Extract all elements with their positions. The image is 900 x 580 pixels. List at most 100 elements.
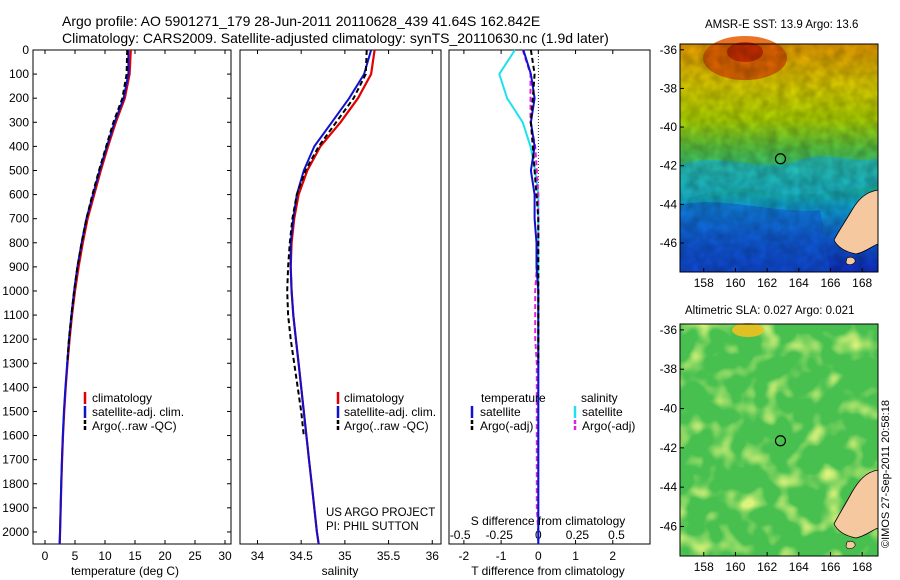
- depth-tick-label: 700: [9, 212, 29, 226]
- difference-panel: -2 -1 0 1 2-0.5 -0.25 0 0.25 0.5 S difference fr…: [448, 49, 651, 578]
- depth-tick-label: 300: [9, 115, 29, 129]
- depth-tick-label: 1700: [2, 453, 29, 467]
- x-tick-label: 5: [72, 549, 79, 563]
- salinity-diff-tick-label: 0.5: [608, 528, 625, 542]
- temperature-argo-diff-line: [529, 49, 540, 364]
- salinity-series: [286, 49, 376, 545]
- lat-tick-label: -40: [660, 120, 678, 134]
- lon-tick-label: 164: [789, 560, 809, 574]
- sst-map-title: AMSR-E SST: 13.9 Argo: 13.6: [705, 19, 859, 31]
- lon-tick-label: 166: [820, 276, 840, 290]
- temperature-panel: 0100200300400500600700800900100011001200…: [2, 43, 650, 578]
- difference-legend: temperature satellite Argo(-adj) salinit…: [470, 391, 635, 433]
- salinity-legend: climatology satellite-adj. clim. Argo(..…: [336, 391, 436, 433]
- lon-tick-label: 166: [820, 560, 840, 574]
- legend-sal-satellite: satellite: [582, 405, 623, 419]
- x-tick-label: 34: [251, 549, 265, 563]
- depth-tick-label: 2000: [2, 525, 29, 539]
- figure-title-line2: Climatology: CARS2009. Satellite-adjuste…: [62, 30, 609, 46]
- depth-tick-label: 200: [9, 91, 29, 105]
- lat-tick-label: -38: [660, 81, 678, 95]
- sla-map-frame: [679, 323, 879, 557]
- x-tick-label: 2: [609, 549, 616, 563]
- temperature-x-axis: 0 5 10 15 20 25 30: [42, 50, 232, 563]
- sst-land-stewart-island: [845, 256, 856, 265]
- difference-x-axis: -2 -1 0 1 2-0.5 -0.25 0 0.25 0.5: [450, 50, 625, 563]
- legend-climatology: climatology: [344, 391, 404, 405]
- lat-tick-label: -38: [660, 362, 678, 376]
- depth-tick-label: 1100: [3, 308, 29, 322]
- sla-map-panel: 158 160 162 164 166 168 -36 -38 -40 -42 -44 -46: [660, 323, 879, 574]
- depth-tick-label: 1400: [2, 380, 29, 394]
- x-tick-label: 1: [572, 549, 579, 563]
- x-tick-label: 34.5: [289, 549, 313, 563]
- lat-tick-label: -44: [660, 197, 678, 211]
- temperature-diff-xlabel: T difference from climatology: [471, 564, 625, 578]
- figure-title-line1: Argo profile: AO 5901271_179 28-Jun-2011…: [62, 13, 541, 29]
- legend-argo: Argo(..raw -QC): [92, 419, 177, 433]
- legend-temperature-title: temperature: [481, 391, 546, 405]
- project-label: US ARGO PROJECT: [326, 507, 435, 519]
- salinity-axes-frame: [239, 49, 442, 545]
- lat-tick-label: -44: [660, 480, 678, 494]
- legend-sal-argo: Argo(-adj): [582, 419, 635, 433]
- legend-satellite: satellite-adj. clim.: [92, 405, 184, 419]
- lon-tick-label: 160: [725, 560, 745, 574]
- x-tick-label: 20: [158, 549, 172, 563]
- depth-tick-label: 1900: [2, 501, 29, 515]
- salinity-panel: 34 34.5 35 35.5 36 salinity climatology sate…: [239, 49, 442, 578]
- temperature-xlabel: temperature (deg C): [71, 564, 179, 578]
- depth-tick-label: 400: [9, 139, 29, 153]
- x-tick-label: 0: [42, 549, 49, 563]
- lat-tick-label: -46: [660, 520, 678, 534]
- satellite-adj-line: [289, 49, 373, 545]
- depth-tick-label: 0: [22, 43, 29, 57]
- lon-tick-label: 164: [789, 276, 809, 290]
- x-tick-label: 30: [218, 549, 232, 563]
- sla-high-anomaly: [732, 323, 764, 337]
- sst-land-south-island: [833, 189, 879, 255]
- lon-tick-label: 158: [694, 560, 714, 574]
- legend-argo: Argo(..raw -QC): [344, 419, 429, 433]
- temperature-axes-frame: [32, 49, 232, 545]
- depth-tick-label: 500: [9, 163, 29, 177]
- depth-tick-label: 900: [9, 260, 29, 274]
- salinity-diff-tick-label: -0.25: [486, 528, 514, 542]
- depth-tick-label: 1500: [2, 404, 29, 418]
- sla-float-location-marker: [774, 435, 787, 447]
- depth-tick-label: 1300: [2, 356, 29, 370]
- depth-tick-label: 1600: [2, 429, 29, 443]
- salinity-diff-tick-label: 0.25: [566, 528, 590, 542]
- legend-temp-satellite: satellite: [480, 405, 521, 419]
- lat-tick-label: -42: [660, 441, 678, 455]
- x-tick-label: 35.5: [377, 549, 401, 563]
- x-tick-label: 0: [535, 549, 542, 563]
- sla-map-axes: 158 160 162 164 166 168 -36 -38 -40 -42 -44 -46: [660, 323, 873, 574]
- lon-tick-label: 168: [852, 560, 872, 574]
- legend-satellite: satellite-adj. clim.: [344, 405, 436, 419]
- salinity-diff-tick-label: -0.5: [450, 528, 471, 542]
- sst-float-location-marker: [774, 153, 787, 165]
- lat-tick-label: -46: [660, 236, 678, 250]
- argo-line: [286, 49, 368, 436]
- x-tick-label: 25: [188, 549, 202, 563]
- temperature-legend: climatology satellite-adj. clim. Argo(..…: [83, 391, 184, 433]
- x-tick-label: 36: [426, 549, 440, 563]
- argo-line: [66, 49, 129, 364]
- depth-tick-label: 1800: [2, 477, 29, 491]
- depth-tick-label: 1000: [2, 284, 29, 298]
- salinity-x-axis: 34 34.5 35 35.5 36: [251, 50, 439, 563]
- salinity-xlabel: salinity: [322, 564, 359, 578]
- difference-series: [498, 49, 540, 544]
- x-tick-label: -1: [496, 549, 507, 563]
- lat-tick-label: -42: [660, 159, 678, 173]
- difference-axes-frame: [448, 49, 651, 545]
- x-tick-label: 10: [98, 549, 112, 563]
- depth-tick-label: 800: [9, 236, 29, 250]
- x-tick-label: -2: [459, 549, 470, 563]
- lon-tick-label: 158: [694, 276, 714, 290]
- depth-tick-label: 100: [9, 67, 29, 81]
- sst-map-axes: 158 160 162 164 166 168 -36 -38 -40 -42 -44 -46: [660, 43, 873, 290]
- x-tick-label: 35: [338, 549, 352, 563]
